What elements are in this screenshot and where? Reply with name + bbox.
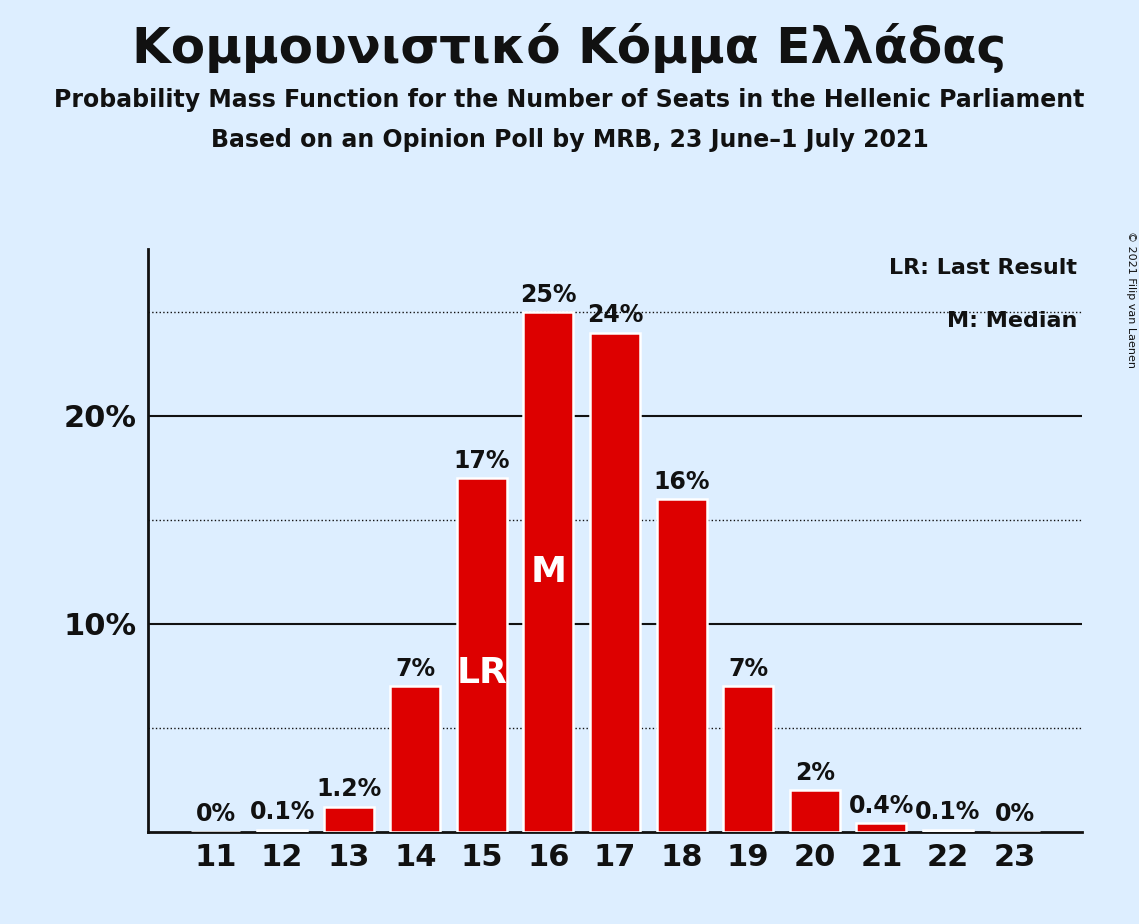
Text: 0.1%: 0.1% <box>249 800 314 824</box>
Bar <box>857 823 907 832</box>
Text: 0.4%: 0.4% <box>849 794 915 818</box>
Text: M: Median: M: Median <box>947 310 1077 331</box>
Text: 0%: 0% <box>196 802 236 826</box>
Text: 17%: 17% <box>453 449 510 473</box>
Text: Κομμουνιστικό Κόμμα Ελλάδας: Κομμουνιστικό Κόμμα Ελλάδας <box>132 23 1007 73</box>
Bar <box>457 479 507 832</box>
Text: LR: Last Result: LR: Last Result <box>890 258 1077 278</box>
Text: 25%: 25% <box>521 283 576 307</box>
Text: Probability Mass Function for the Number of Seats in the Hellenic Parliament: Probability Mass Function for the Number… <box>55 88 1084 112</box>
Bar <box>657 499 706 832</box>
Bar <box>391 686 441 832</box>
Text: 7%: 7% <box>728 657 769 681</box>
Text: 1.2%: 1.2% <box>316 777 382 801</box>
Text: M: M <box>531 554 566 589</box>
Bar <box>590 333 640 832</box>
Text: LR: LR <box>457 655 507 689</box>
Bar <box>923 830 973 832</box>
Text: © 2021 Filip van Laenen: © 2021 Filip van Laenen <box>1126 231 1136 368</box>
Text: 0%: 0% <box>994 802 1034 826</box>
Text: 16%: 16% <box>654 469 710 493</box>
Text: 2%: 2% <box>795 760 835 784</box>
Text: Based on an Opinion Poll by MRB, 23 June–1 July 2021: Based on an Opinion Poll by MRB, 23 June… <box>211 128 928 152</box>
Bar <box>789 790 839 832</box>
Text: 0.1%: 0.1% <box>916 800 981 824</box>
Bar <box>524 312 573 832</box>
Bar <box>323 807 374 832</box>
Text: 7%: 7% <box>395 657 435 681</box>
Text: 24%: 24% <box>587 303 644 327</box>
Bar <box>723 686 773 832</box>
Bar <box>257 830 308 832</box>
